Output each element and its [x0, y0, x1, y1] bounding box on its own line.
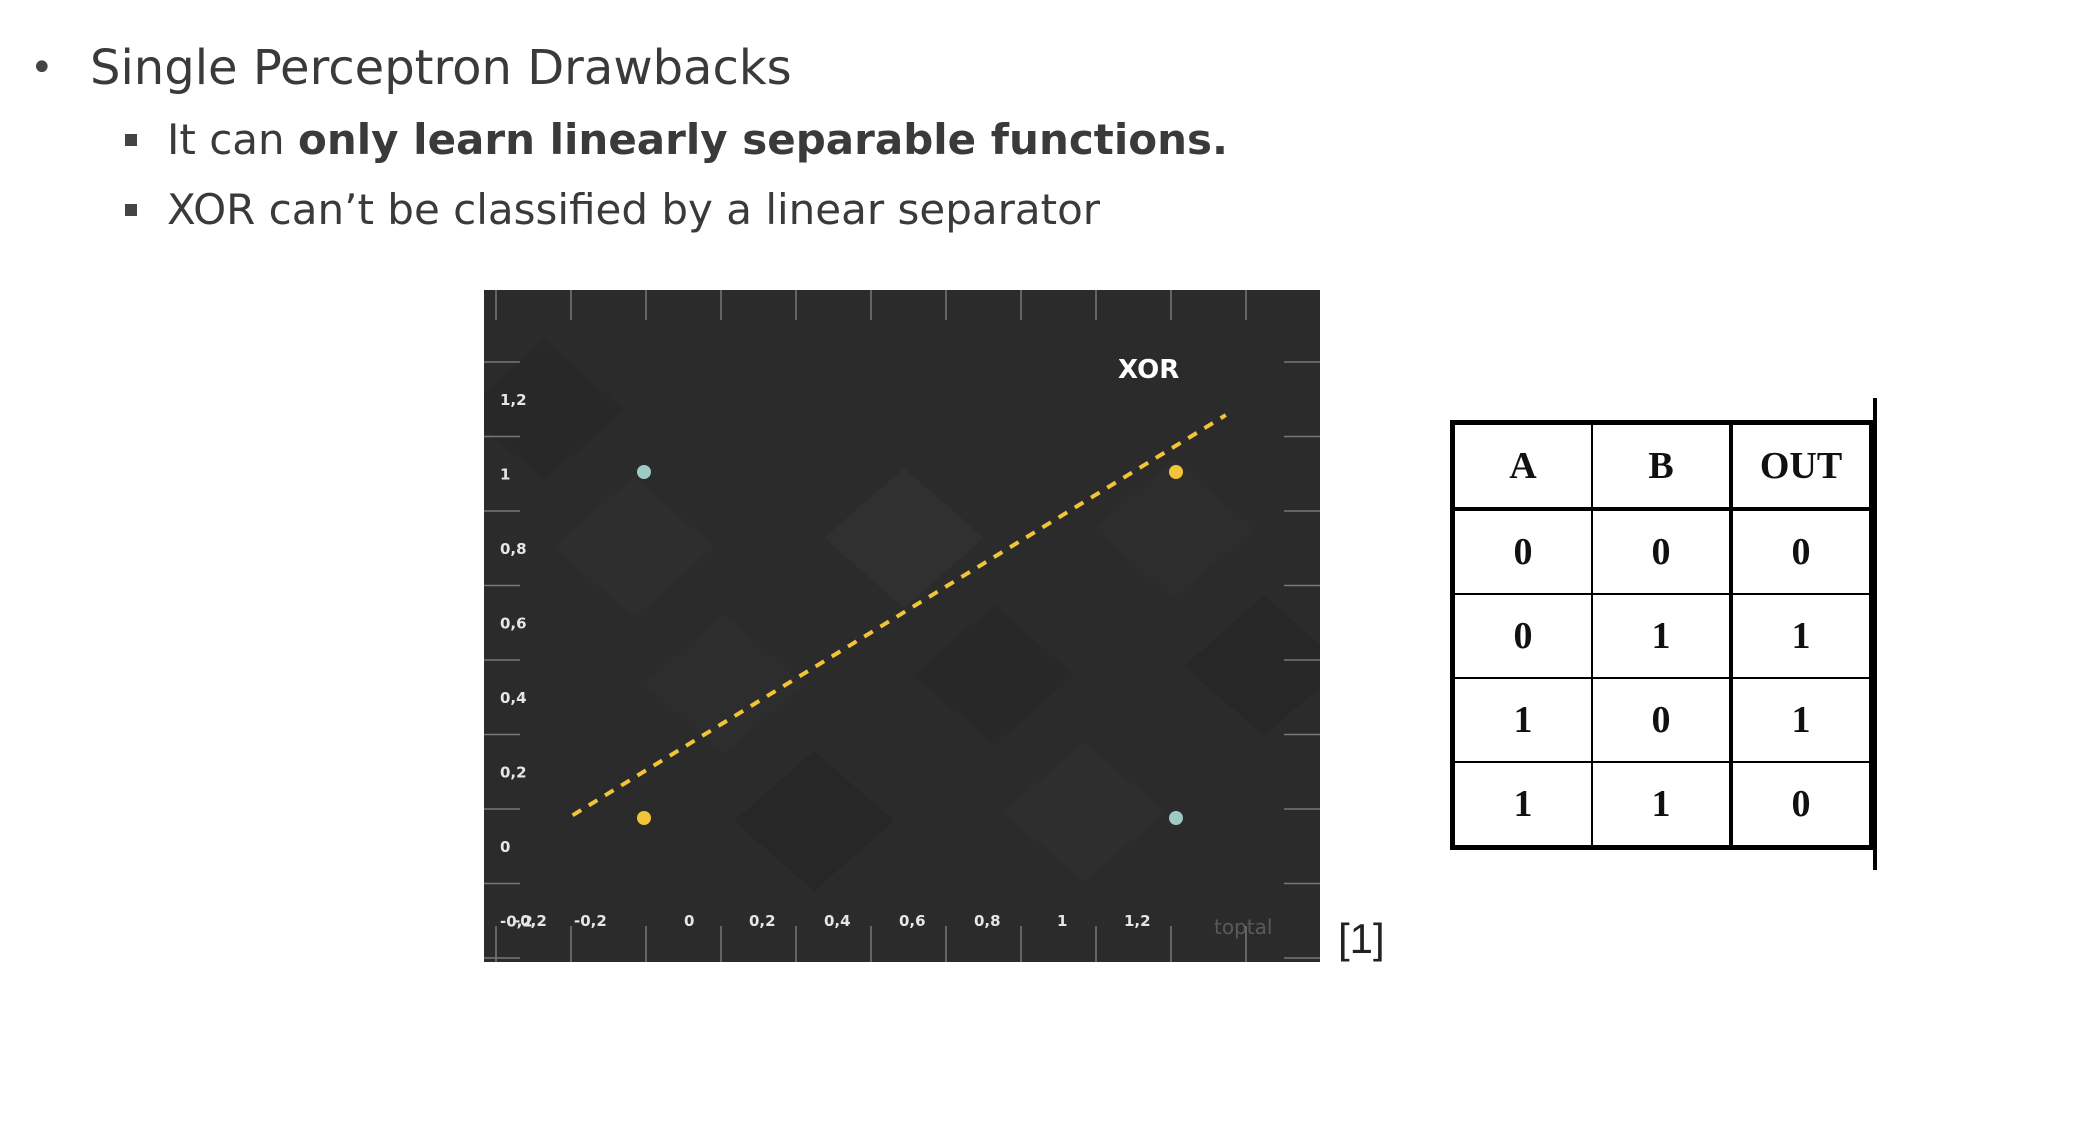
slide-heading: Single Perceptron Drawbacks: [90, 40, 792, 96]
x-tick-label: -0,2: [514, 912, 547, 930]
table-cell: 1: [1591, 761, 1733, 849]
y-tick-label: 1: [500, 466, 510, 484]
bullet-dot: •: [30, 45, 54, 91]
background-facet: [484, 340, 624, 480]
table-cell: 0: [1591, 508, 1733, 595]
header-out: OUT: [1730, 421, 1873, 511]
x-tick-label: 0,2: [749, 912, 776, 930]
table-row: 0 1 1: [1451, 593, 1873, 679]
main-bullet: • Single Perceptron Drawbacks: [30, 40, 792, 96]
table-cell: 0: [1730, 761, 1873, 849]
watermark-logo: toptal: [1214, 915, 1272, 939]
background-facet: [644, 614, 804, 754]
header-b: B: [1591, 421, 1733, 511]
xor-chart: 1,2 1 0,8 0,6 0,4 0,2 0 -0,2 -0,2 -0,2 0 0,2 0,4 0,6 0…: [484, 290, 1320, 962]
background-facet: [554, 477, 714, 617]
y-tick-label: 0: [500, 838, 510, 856]
y-tick-label: 0,8: [500, 540, 527, 558]
data-point: [1169, 811, 1183, 825]
x-tick-label: 1: [1057, 912, 1067, 930]
data-point: [1169, 465, 1183, 479]
table-row: 1 1 0: [1451, 761, 1873, 849]
x-tick-label: -0,2: [574, 912, 607, 930]
square-bullet-icon: [125, 203, 137, 216]
data-point: [637, 465, 651, 479]
reference-marker: [1]: [1338, 915, 1385, 962]
sub-bullet-2-text: XOR can’t be classified by a linear sepa…: [167, 185, 1101, 234]
background-facet: [734, 751, 894, 891]
sub-bullet-1-bold: only learn linearly separable functions.: [298, 115, 1228, 164]
table-header-row: A B OUT: [1451, 421, 1873, 511]
table-cell: 1: [1451, 677, 1593, 763]
table-cell: 1: [1451, 761, 1593, 849]
table-cell: 0: [1451, 508, 1593, 595]
sub-bullet-1-prefix: It can: [167, 115, 299, 164]
y-tick-label: 0,2: [500, 764, 527, 782]
data-point: [637, 811, 651, 825]
chart-title: XOR: [1118, 355, 1179, 385]
sub-bullet-2: XOR can’t be classified by a linear sepa…: [125, 185, 1100, 234]
background-facet: [1184, 596, 1320, 736]
x-tick-label: 0,8: [974, 912, 1001, 930]
linear-separator-line: [571, 413, 1227, 818]
table-cell: 0: [1591, 677, 1733, 763]
sub-bullet-1: It can only learn linearly separable fun…: [125, 115, 1228, 164]
table-cell: 0: [1451, 593, 1593, 679]
table-right-rule: [1873, 398, 1877, 870]
x-tick-label: 0: [684, 912, 694, 930]
xor-truth-table: A B OUT 0 0 0 0 1 1 1 0 1 1 1 0: [1450, 420, 1874, 850]
table-cell: 1: [1730, 593, 1873, 679]
chart-background: [484, 290, 1320, 962]
y-tick-label: 0,6: [500, 615, 527, 633]
table-row: 1 0 1: [1451, 677, 1873, 763]
xor-chart-svg: 1,210,80,60,40,20-0,2-0,2 -0,2 0 0,2 0,4 0,6 0…: [484, 290, 1320, 962]
square-bullet-icon: [125, 133, 137, 146]
table-row: 0 0 0: [1451, 508, 1873, 595]
x-tick-label: 0,4: [824, 912, 851, 930]
x-tick-label: 0,6: [899, 912, 926, 930]
table-cell: 0: [1730, 508, 1873, 595]
background-facet: [1004, 742, 1164, 882]
background-facet: [1094, 459, 1254, 599]
x-tick-label: 1,2: [1124, 912, 1151, 930]
background-facet: [824, 468, 984, 608]
background-facet: [914, 605, 1074, 745]
y-tick-label: 0,4: [500, 689, 527, 707]
y-tick-label: 1,2: [500, 391, 527, 409]
header-a: A: [1451, 421, 1593, 511]
table-cell: 1: [1730, 677, 1873, 763]
y-tick-label: -0,2: [500, 913, 533, 931]
table-cell: 1: [1591, 593, 1733, 679]
